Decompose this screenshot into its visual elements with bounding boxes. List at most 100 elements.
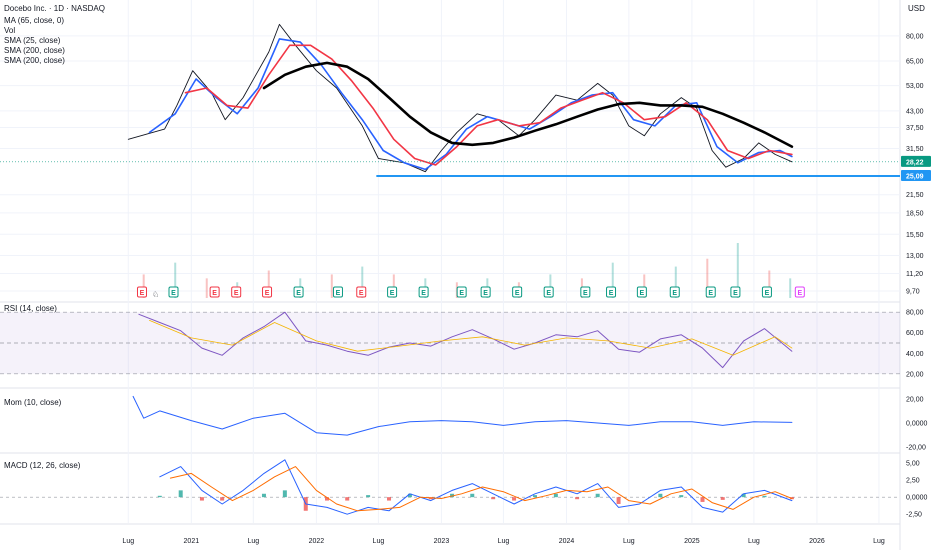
earnings-marker-label: E [733,290,738,297]
earnings-marker-label: E [797,290,802,297]
macd-histogram-bar [532,495,537,498]
macd-histogram-bar [261,493,266,498]
volume-bar [142,274,145,298]
earnings-marker-label: E [459,290,464,297]
volume-bar [205,278,208,298]
earnings-marker [543,286,554,298]
series-line-signal [169,466,793,512]
y-tick-label: 15,50 [906,232,924,239]
volume-bar [392,274,395,298]
y-tick-label: 0,0000 [906,421,928,428]
current-price-label: 28,22 [906,159,924,166]
earnings-marker-label: E [483,290,488,297]
macd-title: MACD (12, 26, close) [4,461,81,470]
earnings-marker [293,286,304,298]
earnings-marker-label: E [265,290,270,297]
x-tick-label: Lug [623,538,635,545]
y-tick-label: 5,00 [906,461,920,468]
earnings-marker [480,286,491,298]
earnings-marker [512,286,523,298]
macd-histogram-bar [407,493,412,498]
support-price-label: 25,09 [906,174,924,181]
x-tick-label: 2023 [434,538,450,545]
currency-label: USD [908,4,925,13]
y-tick-label: 65,00 [906,58,924,65]
series-line-sma-blue [148,38,793,171]
macd-histogram-bar [700,497,705,502]
current-price-tag [901,155,931,167]
volume-bar [330,274,333,298]
series-line-rsi-ma [149,319,793,356]
macd-histogram-bar [553,493,558,498]
macd-histogram-bar [387,497,392,501]
earnings-marker-label: E [212,290,217,297]
macd-histogram-bar [491,497,496,500]
y-tick-label: -20,00 [906,445,926,452]
series-line-sma-black [262,61,794,148]
y-tick-label: 80,00 [906,33,924,40]
macd-histogram-bar [450,493,455,498]
series-line-macd [159,459,793,515]
volume-bar [736,243,739,298]
series-line-mom [132,395,793,436]
earnings-marker-label: E [171,290,176,297]
earnings-marker [356,286,367,298]
y-tick-label: -2,50 [906,512,922,519]
y-tick-label: 60,00 [906,330,924,337]
rsi-title: RSI (14, close) [4,304,57,313]
y-tick-label: 43,00 [906,108,924,115]
y-tick-label: 80,00 [906,310,924,317]
y-tick-label: 21,50 [906,192,924,199]
earnings-marker-label: E [421,290,426,297]
earnings-marker-label: E [359,290,364,297]
volume-bar [549,274,552,298]
volume-bar [789,278,792,298]
y-tick-label: 18,50 [906,210,924,217]
earnings-marker [794,286,805,298]
macd-histogram-bar [762,495,767,498]
earnings-marker [669,286,680,298]
macd-histogram-bar [616,497,621,504]
support-price-tag [901,170,931,182]
series-line-rsi [138,311,793,369]
volume-bar [674,266,677,298]
x-tick-label: 2022 [309,538,325,545]
indicator-legend-item: SMA (25, close) [4,36,61,45]
volume-bar [706,258,709,298]
y-tick-label: 20,00 [906,371,924,378]
earnings-marker [606,286,617,298]
chart-title: Docebo Inc. · 1D · NASDAQ [4,4,105,13]
macd-histogram-bar [157,495,162,498]
indicator-legend-item: SMA (200, close) [4,46,65,55]
indicator-legend-item: MA (65, close, 0) [4,16,64,25]
y-tick-label: 13,00 [906,253,924,260]
earnings-marker [636,286,647,298]
volume-bar [611,262,614,298]
x-tick-label: 2024 [559,538,575,545]
y-tick-label: 37,50 [906,125,924,132]
earnings-marker [136,286,147,298]
y-tick-label: 40,00 [906,351,924,358]
earnings-marker-label: E [515,290,520,297]
indicator-legend-item: SMA (200, close) [4,56,65,65]
macd-histogram-bar [595,493,600,498]
macd-histogram-bar [282,490,287,498]
y-tick-label: 11,20 [906,271,923,278]
y-tick-label: 31,50 [906,146,924,153]
earnings-marker-label: E [296,290,301,297]
y-tick-label: 9,70 [906,288,920,295]
macd-histogram-bar [324,497,329,501]
mom-title: Mom (10, close) [4,398,62,407]
macd-histogram-bar [178,490,183,498]
volume-bar [361,266,364,298]
macd-histogram-bar [470,493,475,498]
macd-histogram-bar [366,495,371,498]
earnings-marker [456,286,467,298]
x-tick-label: Lug [122,538,134,545]
earnings-marker [580,286,591,298]
macd-histogram-bar [199,497,204,501]
macd-histogram-bar [720,497,725,500]
y-tick-label: 0,0000 [906,495,928,502]
earnings-marker [168,286,179,298]
